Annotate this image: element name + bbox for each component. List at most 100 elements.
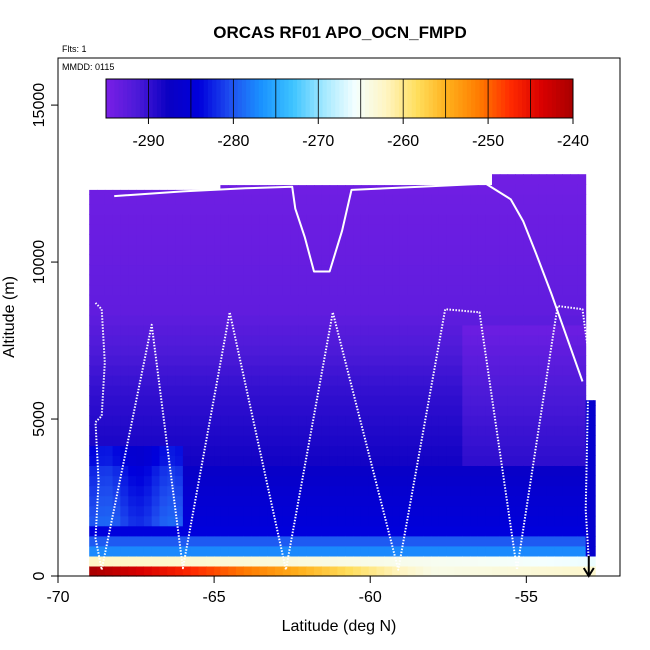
heatmap-cell: [384, 495, 393, 507]
heatmap-cell: [214, 505, 221, 517]
colorbar-cell: [199, 79, 205, 118]
heatmap-cell: [97, 189, 106, 195]
heatmap-cell: [415, 435, 424, 446]
heatmap-cell: [298, 284, 307, 296]
heatmap-cell: [175, 204, 184, 215]
heatmap-cell: [585, 545, 595, 557]
heatmap-cell: [431, 314, 440, 326]
heatmap-cell: [492, 435, 501, 446]
heatmap-cell: [298, 525, 307, 537]
heatmap-cell: [220, 495, 229, 507]
heatmap-cell: [438, 495, 448, 507]
heatmap-cell: [167, 485, 176, 497]
heatmap-cell: [190, 355, 200, 366]
heatmap-cell: [477, 204, 487, 215]
heatmap-cell: [190, 334, 200, 346]
heatmap-cell: [190, 284, 200, 296]
heatmap-cell: [538, 304, 548, 316]
heatmap-cell: [499, 234, 509, 245]
heatmap-cell: [577, 465, 587, 477]
heatmap-cell: [214, 314, 221, 326]
heatmap-cell: [477, 314, 487, 326]
heatmap-cell: [368, 375, 378, 386]
heatmap-cell: [470, 445, 479, 456]
heatmap-cell: [531, 425, 540, 436]
heatmap-cell: [531, 194, 540, 205]
heatmap-cell: [407, 234, 417, 245]
heatmap-cell: [243, 455, 253, 466]
heatmap-cell: [368, 515, 378, 527]
heatmap-cell: [593, 535, 596, 547]
heatmap-cell: [167, 365, 176, 376]
heatmap-cell: [360, 515, 370, 527]
colorbar-cell: [415, 79, 421, 118]
heatmap-cell: [353, 204, 362, 215]
heatmap-cell: [368, 314, 378, 326]
heatmap-cell: [454, 324, 463, 336]
heatmap-cell: [120, 465, 129, 477]
heatmap-cell: [236, 495, 245, 507]
heatmap-cell: [538, 566, 548, 577]
heatmap-cell: [554, 184, 563, 195]
heatmap-cell: [376, 525, 385, 537]
heatmap-cell: [112, 365, 121, 376]
colorbar-cell: [390, 79, 396, 118]
heatmap-cell: [384, 375, 393, 386]
heatmap-cell: [306, 194, 315, 205]
heatmap-cell: [337, 455, 346, 466]
heatmap-cell: [214, 294, 221, 306]
heatmap-cell: [485, 185, 493, 195]
heatmap-cell: [120, 545, 129, 557]
heatmap-cell: [267, 214, 276, 225]
heatmap-cell: [546, 344, 555, 356]
heatmap-cell: [136, 344, 145, 356]
heatmap-cell: [554, 344, 563, 356]
heatmap-cell: [507, 495, 516, 507]
heatmap-cell: [214, 525, 221, 537]
heatmap-cell: [220, 204, 229, 215]
heatmap-cell: [112, 435, 121, 446]
heatmap-cell: [282, 355, 292, 366]
heatmap-cell: [423, 545, 432, 557]
colorbar-cell: [475, 79, 481, 118]
heatmap-cell: [267, 435, 276, 446]
heatmap-cell: [151, 485, 161, 497]
heatmap-cell: [546, 495, 555, 507]
heatmap-cell: [562, 365, 571, 376]
heatmap-cell: [485, 274, 493, 286]
heatmap-cell: [523, 355, 532, 366]
heatmap-cell: [228, 435, 237, 446]
heatmap-cell: [585, 535, 595, 547]
heatmap-cell: [314, 304, 323, 316]
heatmap-cell: [290, 324, 299, 336]
heatmap-cell: [290, 485, 299, 497]
heatmap-cell: [399, 365, 409, 376]
heatmap-cell: [523, 435, 532, 446]
heatmap-cell: [593, 435, 596, 446]
heatmap-cell: [97, 545, 106, 557]
heatmap-cell: [151, 425, 161, 436]
heatmap-cell: [228, 535, 237, 547]
heatmap-cell: [89, 515, 98, 527]
heatmap-cell: [399, 485, 409, 497]
heatmap-cell: [128, 405, 137, 416]
heatmap-cell: [376, 284, 385, 296]
heatmap-cell: [220, 535, 229, 547]
heatmap-cell: [214, 194, 221, 205]
heatmap-cell: [290, 274, 299, 286]
heatmap-cell: [562, 465, 571, 477]
heatmap-cell: [538, 355, 548, 366]
heatmap-cell: [228, 455, 237, 466]
heatmap-cell: [275, 385, 284, 396]
heatmap-cell: [275, 314, 284, 326]
heatmap-cell: [492, 455, 501, 466]
heatmap-cell: [392, 304, 401, 316]
heatmap-cell: [251, 415, 260, 426]
heatmap-cell: [329, 485, 338, 497]
heatmap-cell: [423, 294, 432, 306]
heatmap-cell: [282, 385, 292, 396]
heatmap-cell: [151, 224, 161, 235]
heatmap-cell: [399, 185, 409, 195]
heatmap-cell: [236, 274, 245, 286]
heatmap-cell: [243, 355, 253, 366]
